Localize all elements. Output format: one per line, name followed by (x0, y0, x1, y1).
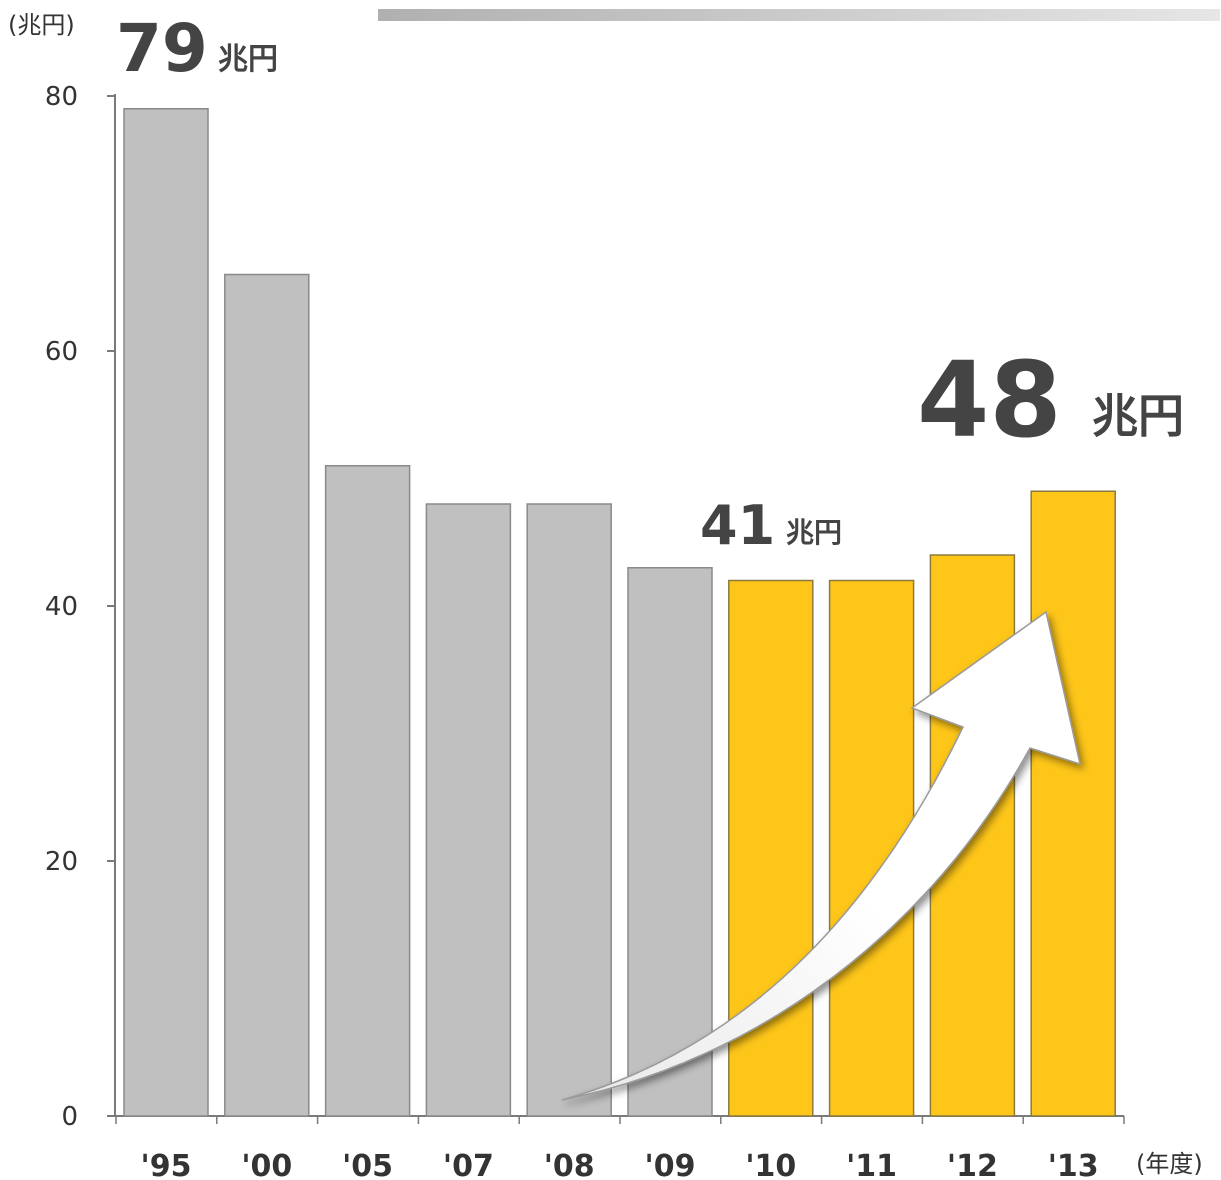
y-tick-label: 20 (45, 847, 78, 877)
x-tick-label: '07 (443, 1149, 494, 1180)
category-labels: '95 '00 '05 '07 '08 '09 '10 '11 '12 '13 (141, 1149, 1099, 1180)
bar-95 (123, 108, 209, 1117)
bar-05 (324, 465, 411, 1117)
y-tick-label: 40 (45, 592, 78, 622)
svg-text:48: 48 (917, 339, 1062, 461)
x-tick-label: '13 (1048, 1149, 1099, 1180)
x-tick-label: '12 (947, 1149, 998, 1180)
y-tick-label: 80 (45, 82, 78, 112)
y-tick-label: 60 (45, 337, 78, 367)
svg-text:兆円: 兆円 (1092, 389, 1184, 443)
x-tick-label: '08 (544, 1149, 595, 1180)
svg-text:41: 41 (700, 494, 775, 557)
y-axis-unit-label: (兆円) (8, 11, 75, 39)
svg-text:79: 79 (116, 10, 208, 87)
x-tick-label: '11 (846, 1149, 897, 1180)
bar-07 (425, 503, 512, 1117)
bars-group (123, 108, 1116, 1117)
x-tick-label: '09 (645, 1149, 696, 1180)
x-tick-label: '95 (141, 1149, 192, 1180)
header-decor-bar (378, 9, 1220, 21)
svg-text:兆円: 兆円 (218, 42, 278, 77)
bar-13 (1030, 490, 1116, 1117)
growth-arrow-icon (561, 610, 1082, 1101)
x-tick-label: '05 (342, 1149, 393, 1180)
bar-00 (224, 273, 310, 1117)
bar-08 (526, 503, 612, 1117)
callout-41: 41 兆円 (700, 494, 842, 557)
bar-09 (627, 567, 713, 1117)
callout-79: 79 兆円 (116, 10, 278, 87)
x-tick-label: '10 (745, 1149, 796, 1180)
svg-text:兆円: 兆円 (786, 516, 842, 549)
y-tick-label: 0 (61, 1102, 78, 1132)
x-axis-unit-label: (年度) (1136, 1150, 1203, 1178)
x-tick-label: '00 (241, 1149, 292, 1180)
callout-48: 48 兆円 (917, 339, 1184, 461)
